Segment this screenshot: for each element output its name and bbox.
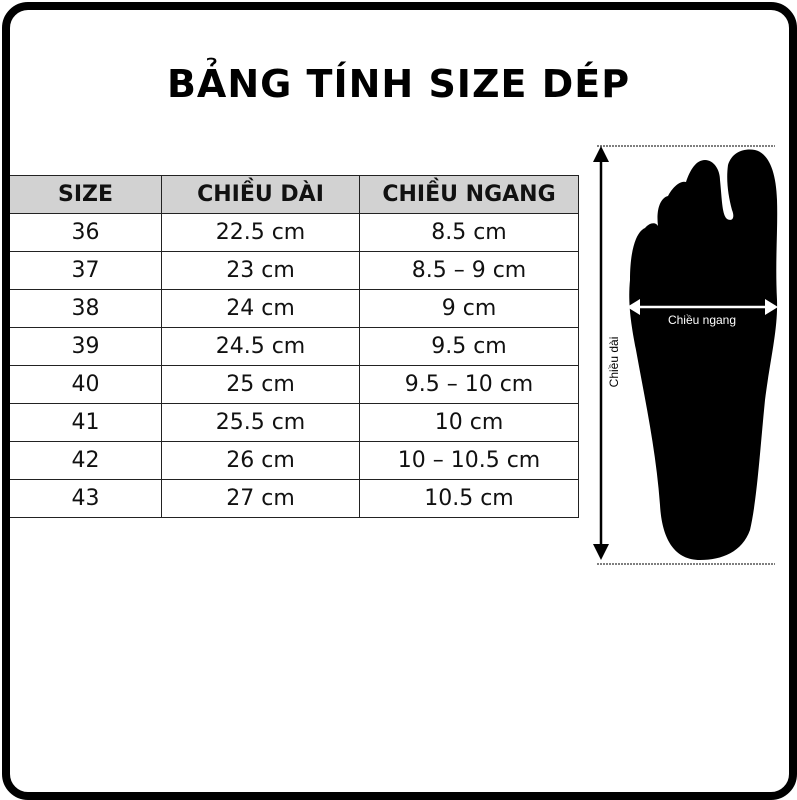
cell-width: 9.5 – 10 cm <box>359 365 579 404</box>
size-table: SIZE CHIỀU DÀI CHIỀU NGANG 36 22.5 cm 8.5 … <box>10 175 579 518</box>
cell-length: 25.5 cm <box>161 403 360 442</box>
cell-length: 27 cm <box>161 479 360 518</box>
cell-size: 43 <box>10 479 162 518</box>
header-width: CHIỀU NGANG <box>359 175 579 214</box>
table-header-row: SIZE CHIỀU DÀI CHIỀU NGANG <box>10 175 579 214</box>
cell-size: 36 <box>10 213 162 252</box>
cell-size: 40 <box>10 365 162 404</box>
width-label: Chiều ngang <box>668 313 736 327</box>
cell-size: 41 <box>10 403 162 442</box>
cell-length: 24 cm <box>161 289 360 328</box>
length-label: Chiều dài <box>607 337 621 388</box>
cell-length: 24.5 cm <box>161 327 360 366</box>
cell-width: 9 cm <box>359 289 579 328</box>
cell-width: 10 – 10.5 cm <box>359 441 579 480</box>
foot-silhouette <box>629 149 778 560</box>
cell-size: 38 <box>10 289 162 328</box>
header-size: SIZE <box>10 175 162 214</box>
cell-length: 25 cm <box>161 365 360 404</box>
table-row: 37 23 cm 8.5 – 9 cm <box>10 251 579 290</box>
cell-size: 37 <box>10 251 162 290</box>
cell-size: 42 <box>10 441 162 480</box>
cell-length: 23 cm <box>161 251 360 290</box>
table-row: 38 24 cm 9 cm <box>10 289 579 328</box>
cell-size: 39 <box>10 327 162 366</box>
table-row: 43 27 cm 10.5 cm <box>10 479 579 518</box>
length-arrow-icon <box>593 146 609 560</box>
cell-length: 26 cm <box>161 441 360 480</box>
table-row: 41 25.5 cm 10 cm <box>10 403 579 442</box>
cell-width: 10.5 cm <box>359 479 579 518</box>
table-row: 40 25 cm 9.5 – 10 cm <box>10 365 579 404</box>
page-title: BẢNG TÍNH SIZE DÉP <box>166 62 631 106</box>
foot-diagram: Chiều ngang Chiều dài <box>593 145 778 565</box>
cell-width: 8.5 – 9 cm <box>359 251 579 290</box>
cell-width: 8.5 cm <box>359 213 579 252</box>
cell-length: 22.5 cm <box>161 213 360 252</box>
cell-width: 9.5 cm <box>359 327 579 366</box>
table-row: 42 26 cm 10 – 10.5 cm <box>10 441 579 480</box>
width-arrow-icon <box>627 299 778 315</box>
cell-width: 10 cm <box>359 403 579 442</box>
header-length: CHIỀU DÀI <box>161 175 360 214</box>
table-row: 39 24.5 cm 9.5 cm <box>10 327 579 366</box>
table-row: 36 22.5 cm 8.5 cm <box>10 213 579 252</box>
